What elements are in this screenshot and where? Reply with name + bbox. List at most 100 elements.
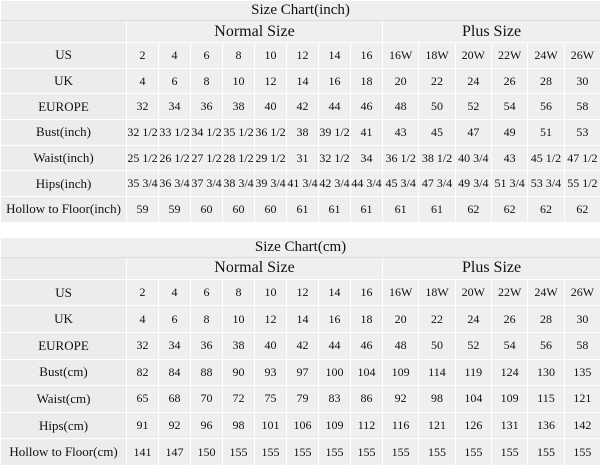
plus-cell: 124 [491, 359, 527, 386]
plus-cell: 50 [419, 94, 455, 120]
plus-cell: 22W [491, 43, 527, 69]
normal-cell: 16 [351, 43, 383, 69]
normal-cell: 97 [287, 359, 319, 386]
normal-cell: 41 3/4 [287, 171, 319, 197]
plus-cell: 49 [491, 120, 527, 146]
normal-cell: 27 1/2 [191, 145, 223, 171]
normal-cell: 6 [191, 279, 223, 306]
plus-cell: 131 [491, 412, 527, 439]
normal-cell: 34 [159, 94, 191, 120]
normal-cell: 14 [287, 68, 319, 94]
plus-cell: 38 1/2 [419, 145, 455, 171]
blank-cell [1, 257, 127, 279]
normal-cell: 61 [319, 197, 351, 223]
normal-cell: 2 [127, 279, 159, 306]
row-label: UK [1, 68, 127, 94]
row-label: Hollow to Floor(inch) [1, 197, 127, 223]
normal-cell: 72 [223, 386, 255, 413]
plus-cell: 109 [383, 359, 419, 386]
row-label: UK [1, 306, 127, 333]
normal-cell: 16 [319, 68, 351, 94]
normal-cell: 14 [319, 43, 351, 69]
normal-cell: 41 [351, 120, 383, 146]
plus-cell: 47 3/4 [419, 171, 455, 197]
plus-cell: 48 [383, 94, 419, 120]
normal-cell: 26 1/2 [159, 145, 191, 171]
row-label: Hips(cm) [1, 412, 127, 439]
plus-cell: 18W [419, 279, 455, 306]
row-label: US [1, 43, 127, 69]
normal-cell: 46 [351, 333, 383, 360]
normal-cell: 109 [319, 412, 351, 439]
plus-cell: 22 [419, 68, 455, 94]
blank-cell [1, 21, 127, 43]
normal-cell: 14 [287, 306, 319, 333]
plus-cell: 24 [455, 68, 491, 94]
plus-cell: 55 1/2 [564, 171, 600, 197]
normal-size-header: Normal Size [127, 257, 383, 279]
normal-cell: 44 [319, 94, 351, 120]
normal-cell: 12 [287, 279, 319, 306]
plus-cell: 119 [455, 359, 491, 386]
normal-cell: 38 [223, 94, 255, 120]
row-label: Hips(inch) [1, 171, 127, 197]
normal-cell: 37 3/4 [191, 171, 223, 197]
plus-cell: 30 [564, 68, 600, 94]
normal-cell: 6 [159, 68, 191, 94]
plus-cell: 51 [528, 120, 564, 146]
plus-cell: 26 [491, 306, 527, 333]
normal-cell: 4 [127, 306, 159, 333]
plus-cell: 50 [419, 333, 455, 360]
plus-cell: 114 [419, 359, 455, 386]
plus-cell: 45 1/2 [528, 145, 564, 171]
normal-cell: 155 [287, 439, 319, 466]
normal-cell: 8 [191, 306, 223, 333]
plus-cell: 24 [455, 306, 491, 333]
normal-cell: 68 [159, 386, 191, 413]
plus-cell: 104 [455, 386, 491, 413]
plus-cell: 20W [455, 279, 491, 306]
plus-cell: 115 [528, 386, 564, 413]
plus-cell: 53 [564, 120, 600, 146]
plus-cell: 45 3/4 [383, 171, 419, 197]
plus-cell: 36 1/2 [383, 145, 419, 171]
plus-cell: 58 [564, 94, 600, 120]
normal-cell: 42 [287, 333, 319, 360]
plus-cell: 56 [528, 333, 564, 360]
normal-cell: 36 3/4 [159, 171, 191, 197]
normal-cell: 40 [255, 333, 287, 360]
normal-cell: 10 [223, 306, 255, 333]
normal-cell: 39 3/4 [255, 171, 287, 197]
plus-cell: 16W [383, 279, 419, 306]
normal-cell: 18 [351, 68, 383, 94]
plus-cell: 62 [528, 197, 564, 223]
plus-cell: 109 [491, 386, 527, 413]
normal-cell: 155 [351, 439, 383, 466]
normal-cell: 32 1/2 [319, 145, 351, 171]
normal-cell: 100 [319, 359, 351, 386]
plus-cell: 24W [528, 279, 564, 306]
plus-cell: 45 [419, 120, 455, 146]
normal-cell: 25 1/2 [127, 145, 159, 171]
normal-cell: 61 [287, 197, 319, 223]
normal-cell: 33 1/2 [159, 120, 191, 146]
normal-size-header: Normal Size [127, 21, 383, 43]
plus-cell: 52 [455, 333, 491, 360]
normal-cell: 90 [223, 359, 255, 386]
normal-cell: 155 [319, 439, 351, 466]
normal-cell: 44 [319, 333, 351, 360]
